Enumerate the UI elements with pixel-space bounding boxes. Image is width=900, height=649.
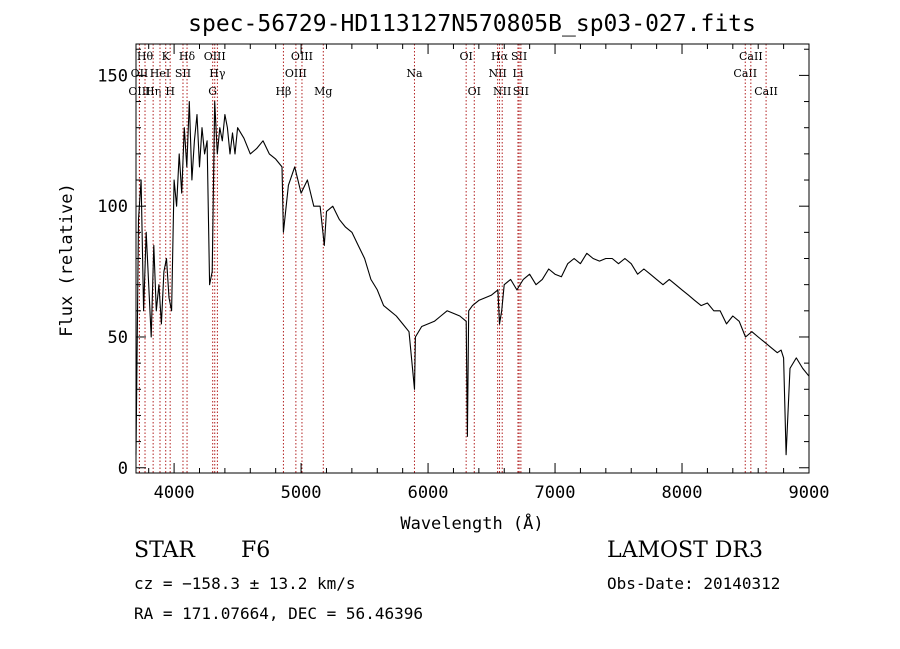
line-marker-label: SII xyxy=(513,85,529,98)
line-marker-label: OIII xyxy=(204,50,226,63)
line-marker-label: HeI xyxy=(150,67,170,80)
object-subclass: F6 xyxy=(241,538,271,563)
line-marker-label: OIII xyxy=(128,85,150,98)
line-marker-label: CaII xyxy=(733,67,757,80)
x-tick-label: 7000 xyxy=(535,483,576,503)
survey-name: LAMOST DR3 xyxy=(607,538,763,563)
x-tick-label: 9000 xyxy=(789,483,830,503)
line-marker-label: NII xyxy=(488,67,506,80)
line-marker-label: G xyxy=(208,85,217,98)
x-tick-label: 5000 xyxy=(281,483,322,503)
line-marker-label: CaII xyxy=(754,85,778,98)
line-markers: OIIOIIIHθHηHeIKHSIIHδGOIIIHγHβOIIIOIIIMg… xyxy=(128,44,778,473)
line-marker-label: CaII xyxy=(739,50,763,63)
line-marker-label: OIII xyxy=(291,50,313,63)
x-tick-label: 4000 xyxy=(154,483,195,503)
redshift-cz: cz = −158.3 ± 13.2 km/s xyxy=(134,574,356,593)
y-tick-label: 0 xyxy=(118,459,128,479)
line-marker-label: OIII xyxy=(285,67,307,80)
line-marker-label: OI xyxy=(459,50,472,63)
line-marker-label: Hη xyxy=(145,85,161,98)
x-tick-label: 8000 xyxy=(662,483,703,503)
line-marker-label: K xyxy=(162,50,171,63)
line-marker-label: SII xyxy=(511,50,527,63)
y-axis-label: Flux (relative) xyxy=(57,183,77,337)
line-marker-label: Hγ xyxy=(209,67,226,80)
coordinates: RA = 171.07664, DEC = 56.46396 xyxy=(134,604,423,623)
y-tick-label: 100 xyxy=(97,197,128,217)
object-class: STAR xyxy=(134,538,195,563)
line-marker-label: OI xyxy=(468,85,481,98)
line-marker-label: Mg xyxy=(314,85,332,98)
x-tick-label: 6000 xyxy=(408,483,449,503)
obs-date: Obs-Date: 20140312 xyxy=(607,574,781,593)
y-tick-label: 50 xyxy=(108,328,128,348)
line-marker-label: SII xyxy=(175,67,191,80)
line-marker-label: H xyxy=(165,85,175,98)
line-marker-label: Hα xyxy=(491,50,509,63)
line-marker-label: Na xyxy=(406,67,423,80)
line-marker-label: Hδ xyxy=(179,50,196,63)
line-marker-label: Hθ xyxy=(137,50,154,63)
chart-title: spec-56729-HD113127N570805B_sp03-027.fit… xyxy=(188,11,756,37)
line-marker-label: Hβ xyxy=(275,85,291,98)
line-marker-label: Li xyxy=(513,67,524,80)
axes: 4000 5000 6000 7000 8000 9000 0 50 100 150 xyxy=(97,44,829,503)
spectrum-line xyxy=(135,100,810,456)
line-marker-label: NII xyxy=(493,85,511,98)
spectrum-series xyxy=(135,100,810,456)
y-tick-label: 150 xyxy=(97,66,128,86)
plot-frame xyxy=(135,43,810,474)
x-axis-label: Wavelength (Å) xyxy=(400,512,543,534)
